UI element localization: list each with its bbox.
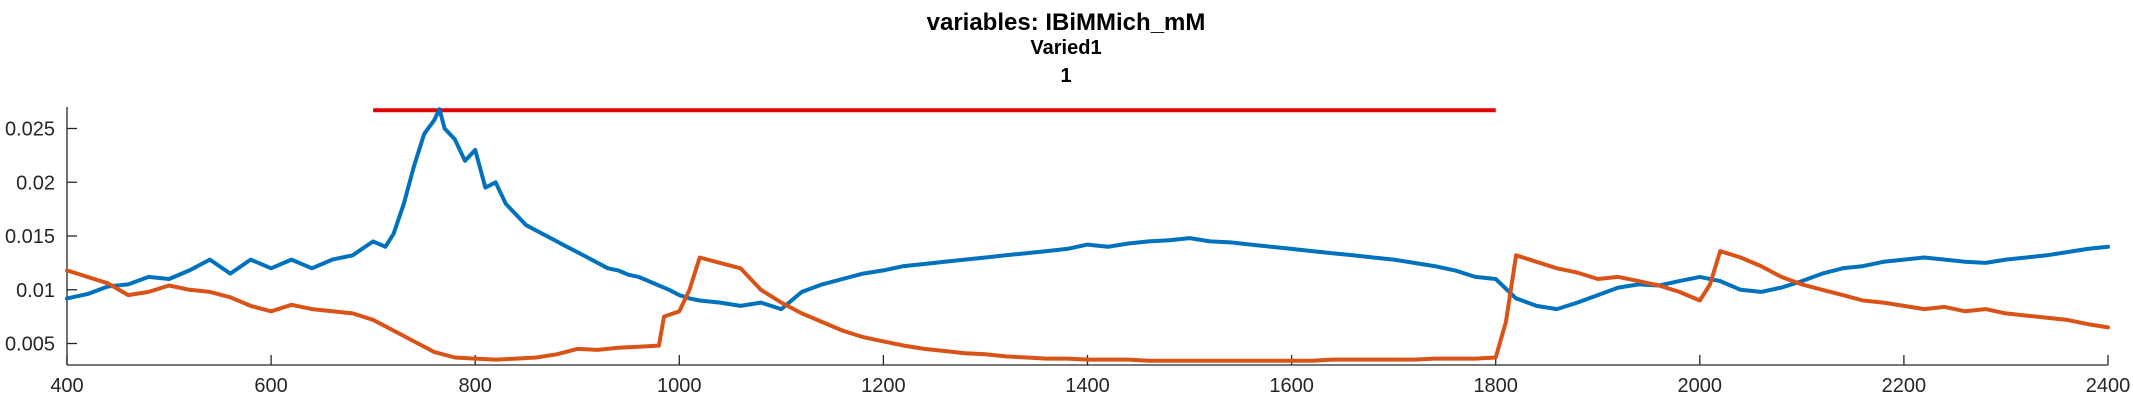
x-tick-label: 800 <box>459 375 492 397</box>
x-tick-label: 400 <box>50 375 83 397</box>
y-tick-label: 0.02 <box>16 172 55 194</box>
x-tick-label: 600 <box>254 375 287 397</box>
x-tick-label: 2200 <box>1882 375 1927 397</box>
x-tick-label: 1800 <box>1473 375 1518 397</box>
series-line-1 <box>67 109 2108 309</box>
y-tick-label: 0.025 <box>5 119 55 141</box>
y-ticks: 0.005 0.01 0.015 0.02 0.025 <box>5 119 77 356</box>
x-tick-label: 1600 <box>1269 375 1314 397</box>
axes <box>67 107 2108 365</box>
x-tick-label: 1400 <box>1065 375 1110 397</box>
chart-subtitle-line-2: 1 <box>1060 65 1071 87</box>
chart-title: variables: IBiMMich_mM <box>927 9 1206 36</box>
y-tick-label: 0.005 <box>5 334 55 356</box>
x-tick-label: 2000 <box>1678 375 1723 397</box>
x-tick-label: 1200 <box>861 375 906 397</box>
series-line-2 <box>67 251 2108 361</box>
x-tick-label: 1000 <box>657 375 702 397</box>
series-lines <box>67 109 2108 361</box>
y-tick-label: 0.01 <box>16 280 55 302</box>
chart-subtitle-line-1: Varied1 <box>1030 37 1101 59</box>
y-tick-label: 0.015 <box>5 226 55 248</box>
x-tick-label: 2400 <box>2086 375 2131 397</box>
